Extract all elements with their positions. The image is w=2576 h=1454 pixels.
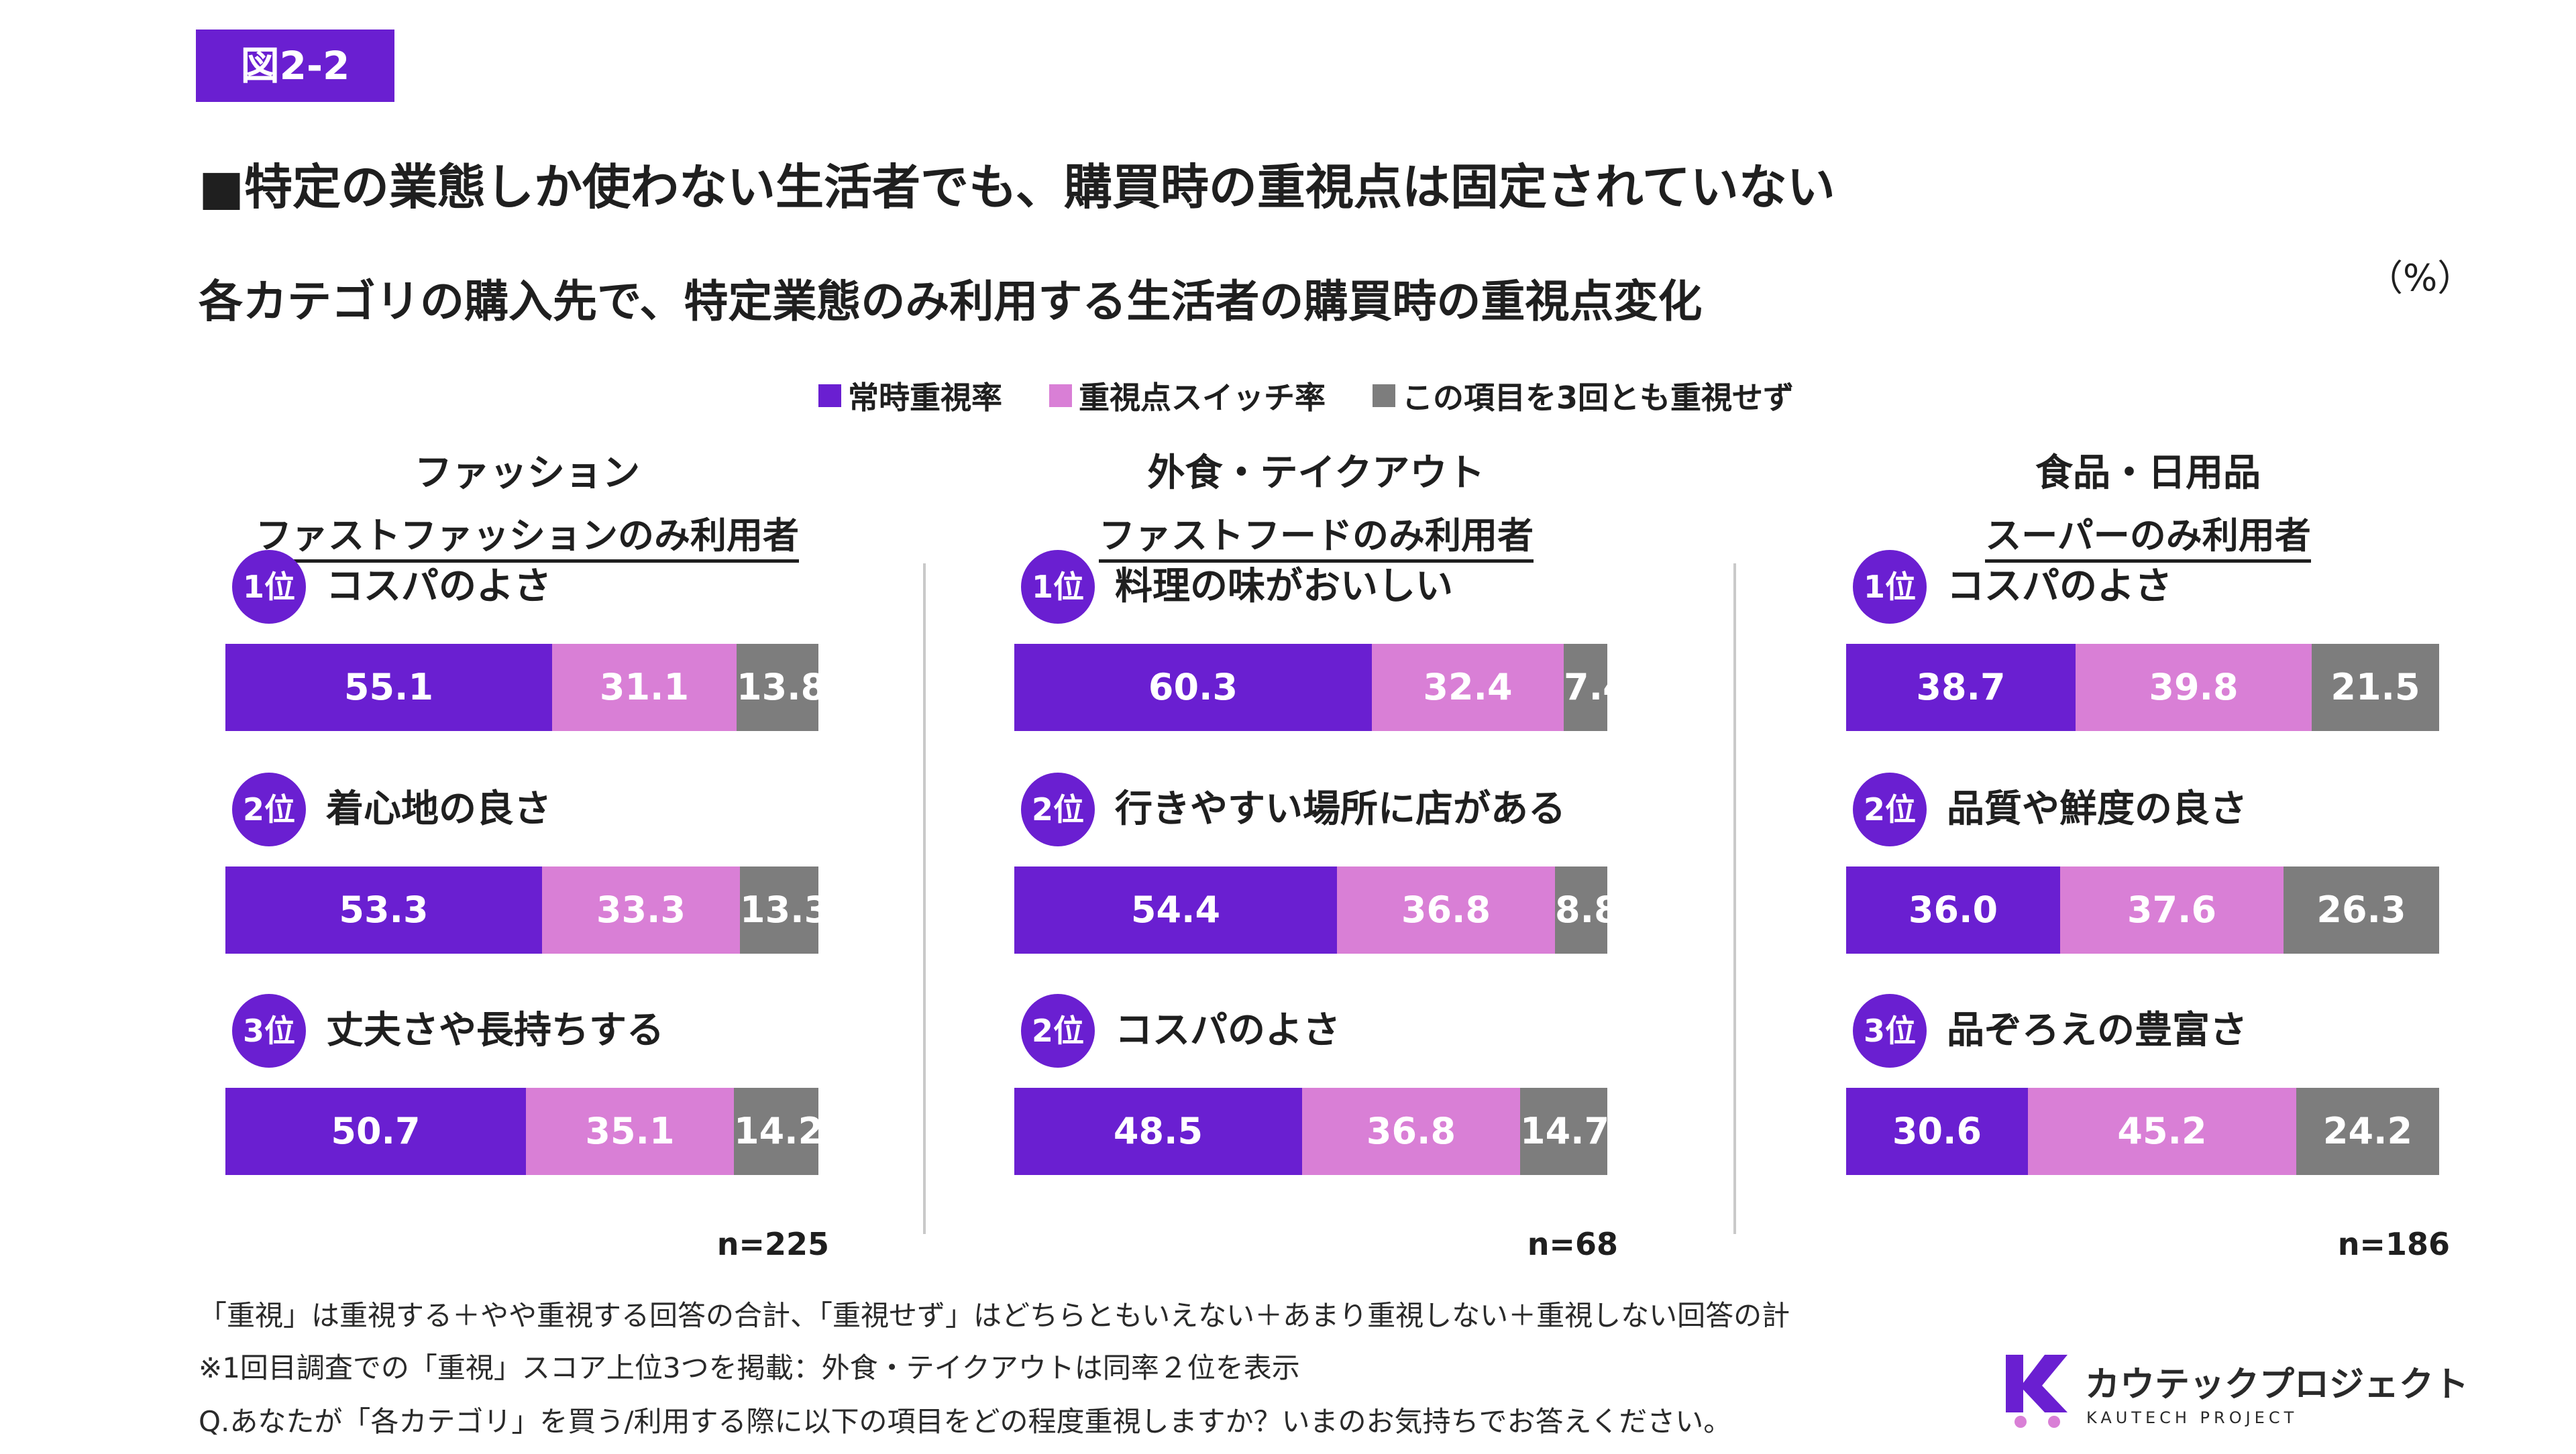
bar-segment-never: 24.2 — [2296, 1088, 2439, 1175]
rank-badge: 1位 — [1853, 550, 1927, 624]
item-label: コスパのよさ — [1115, 1009, 1340, 1052]
category-title: 外食・テイクアウト — [1147, 451, 1485, 495]
segment-title: ファストフードのみ利用者 — [1014, 506, 1618, 563]
footnote-question: Q.あなたが「各カテゴリ」を買う/利用する際に以下の項目をどの程度重視しますか？… — [199, 1405, 1732, 1438]
rank-badge: 2位 — [1853, 773, 1927, 846]
bar-segment-switch: 45.2 — [2028, 1088, 2296, 1175]
logo-subtitle: KAUTECH PROJECT — [2086, 1408, 2298, 1427]
panel-divider — [923, 563, 926, 1234]
stacked-bar: 54.4 36.8 8.8 — [1014, 866, 1619, 954]
rank-badge: 1位 — [232, 550, 306, 624]
legend-label-never: この項目を3回とも重視せず — [1402, 380, 1794, 416]
chart-panel-fashion: ファッション ファストファッションのみ利用者 1位 コスパのよさ 55.1 31.1 1… — [225, 443, 829, 1288]
bar-segment-always: 50.7 — [225, 1088, 526, 1175]
stacked-bar: 60.3 32.4 7.4 — [1014, 644, 1628, 731]
bar-segment-switch: 39.8 — [2076, 644, 2312, 731]
segment-title-text: スーパーのみ利用者 — [1985, 514, 2311, 563]
figure-badge: 図2-2 — [196, 30, 394, 102]
segment-title-text: ファストフードのみ利用者 — [1099, 514, 1534, 563]
item-label: 行きやすい場所に店がある — [1115, 787, 1566, 831]
rank-badge: 2位 — [232, 773, 306, 846]
stacked-bar: 38.7 39.8 21.5 — [1846, 644, 2439, 731]
legend-item-switch: 重視点スイッチ率 — [1049, 374, 1326, 418]
legend: 常時重視率 重視点スイッチ率 この項目を3回とも重視せず — [818, 376, 1841, 416]
stacked-bar: 53.3 33.3 13.3 — [225, 866, 829, 954]
rank-badge: 3位 — [232, 994, 306, 1068]
bar-segment-always: 48.5 — [1014, 1088, 1302, 1175]
unit-label: （%） — [2367, 257, 2474, 299]
category-title: ファッション — [415, 451, 640, 495]
bar-segment-never: 13.3 — [740, 866, 829, 954]
bar-segment-always: 38.7 — [1846, 644, 2076, 731]
legend-item-always: 常時重視率 — [818, 374, 1002, 418]
bar-segment-switch: 31.1 — [552, 644, 737, 731]
bar-segment-always: 36.0 — [1846, 866, 2060, 954]
panel-divider — [1733, 563, 1736, 1234]
bar-segment-always: 55.1 — [225, 644, 552, 731]
bar-segment-never: 14.7 — [1520, 1088, 1609, 1175]
kautech-logo-icon — [2006, 1355, 2068, 1428]
stacked-bar: 36.0 37.6 26.3 — [1846, 866, 2439, 954]
stacked-bar: 30.6 45.2 24.2 — [1846, 1088, 2439, 1175]
logo-name: カウテックプロジェクト — [2085, 1365, 2469, 1405]
bar-segment-never: 14.2 — [734, 1088, 823, 1175]
headline: ■特定の業態しか使わない生活者でも、購買時の重視点は固定されていない — [199, 159, 1835, 215]
bar-segment-always: 60.3 — [1014, 644, 1372, 731]
item-label: 品ぞろえの豊富さ — [1947, 1009, 2247, 1052]
bar-segment-never: 7.4 — [1564, 644, 1628, 731]
rank-badge: 1位 — [1021, 550, 1095, 624]
footnote-definition: 「重視」は重視する＋やや重視する回答の合計、「重視せず」はどちらともいえない＋あ… — [199, 1299, 1790, 1332]
item-label: 丈夫さや長持ちする — [326, 1009, 664, 1052]
bar-segment-switch: 36.8 — [1302, 1088, 1520, 1175]
chart-panel-dining: 外食・テイクアウト ファストフードのみ利用者 1位 料理の味がおいしい 60.3 32… — [1014, 443, 1628, 1288]
rank-badge: 2位 — [1021, 994, 1095, 1068]
category-title: 食品・日用品 — [2035, 451, 2261, 495]
legend-swatch-icon — [1049, 384, 1072, 407]
legend-item-never: この項目を3回とも重視せず — [1373, 374, 1794, 418]
item-label: コスパのよさ — [1947, 565, 2172, 608]
legend-label-switch: 重視点スイッチ率 — [1079, 380, 1326, 416]
item-label: 料理の味がおいしい — [1115, 565, 1453, 608]
item-label: 着心地の良さ — [326, 787, 551, 831]
bar-segment-always: 53.3 — [225, 866, 542, 954]
bar-segment-switch: 32.4 — [1372, 644, 1564, 731]
stacked-bar: 50.7 35.1 14.2 — [225, 1088, 823, 1175]
kautech-logo: カウテックプロジェクト KAUTECH PROJECT — [2006, 1355, 2475, 1435]
rank-badge: 3位 — [1853, 994, 1927, 1068]
bar-segment-never: 8.8 — [1555, 866, 1619, 954]
chart-subtitle: 各カテゴリの購入先で、特定業態のみ利用する生活者の購買時の重視点変化 — [199, 276, 1703, 327]
stacked-bar: 55.1 31.1 13.8 — [225, 644, 826, 731]
bar-segment-always: 54.4 — [1014, 866, 1337, 954]
legend-swatch-icon — [1373, 384, 1395, 407]
bar-segment-switch: 37.6 — [2060, 866, 2284, 954]
bar-segment-switch: 33.3 — [542, 866, 740, 954]
bar-segment-switch: 35.1 — [526, 1088, 734, 1175]
rank-badge: 2位 — [1021, 773, 1095, 846]
legend-swatch-icon — [818, 384, 841, 407]
segment-title: スーパーのみ利用者 — [1846, 506, 2450, 563]
bar-segment-never: 13.8 — [737, 644, 826, 731]
segment-title-text: ファストファッションのみ利用者 — [256, 514, 799, 563]
footnote-ranking: ※1回目調査での「重視」スコア上位3つを掲載：外食・テイクアウトは同率２位を表示 — [199, 1351, 1300, 1384]
item-label: コスパのよさ — [326, 565, 551, 608]
sample-size: n=225 — [716, 1226, 829, 1262]
bar-segment-never: 21.5 — [2312, 644, 2439, 731]
chart-panel-grocery: 食品・日用品 スーパーのみ利用者 1位 コスパのよさ 38.7 39.8 21.5 2位品… — [1846, 443, 2450, 1288]
legend-label-always: 常時重視率 — [848, 380, 1002, 416]
sample-size: n=186 — [2337, 1226, 2450, 1262]
sample-size: n=68 — [1527, 1226, 1618, 1262]
bar-segment-switch: 36.8 — [1337, 866, 1555, 954]
bar-segment-never: 26.3 — [2284, 866, 2439, 954]
segment-title: ファストファッションのみ利用者 — [225, 506, 829, 563]
item-label: 品質や鮮度の良さ — [1947, 787, 2247, 831]
stacked-bar: 48.5 36.8 14.7 — [1014, 1088, 1609, 1175]
bar-segment-always: 30.6 — [1846, 1088, 2028, 1175]
